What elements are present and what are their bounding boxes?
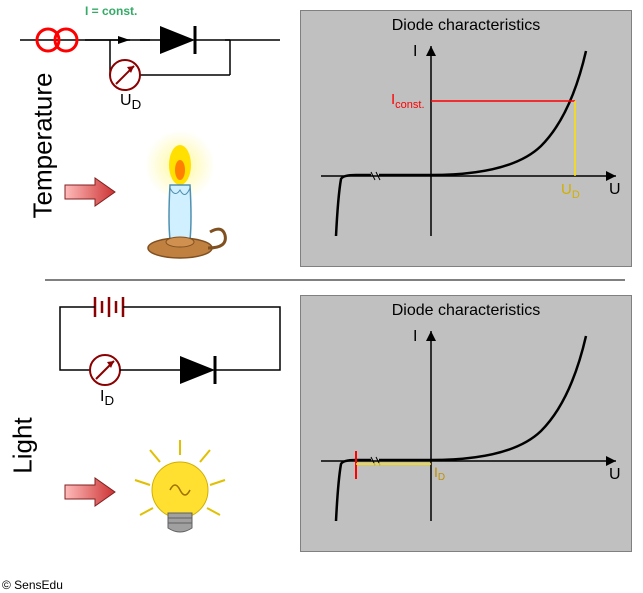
footer-copyright: © SensEdu xyxy=(2,578,63,592)
id-label-circuit: ID xyxy=(100,388,114,408)
stimulus-candle xyxy=(60,130,260,270)
divider xyxy=(45,278,625,282)
svg-text:I: I xyxy=(413,328,417,345)
stimulus-bulb xyxy=(60,430,260,570)
side-label-light: Light xyxy=(8,417,39,473)
svg-text:Iconst.: Iconst. xyxy=(391,91,425,111)
svg-text:ID: ID xyxy=(434,464,445,483)
ud-label-top: UD xyxy=(120,92,141,112)
chart-svg-bottom: U I ID xyxy=(301,296,631,551)
circuit-temperature xyxy=(0,0,300,120)
current-label-top: I = const. xyxy=(85,4,137,18)
svg-text:U: U xyxy=(609,181,621,198)
svg-text:UD: UD xyxy=(561,181,580,201)
svg-text:U: U xyxy=(609,466,621,483)
chart-temperature: Diode characteristics U I Iconst. UD xyxy=(300,10,632,267)
chart-svg-top: U I Iconst. UD xyxy=(301,11,631,266)
chart-title-top: Diode characteristics xyxy=(301,17,631,35)
chart-light: Diode characteristics U I ID xyxy=(300,295,632,552)
svg-text:I: I xyxy=(413,43,417,60)
circuit-light xyxy=(40,295,300,405)
chart-title-bottom: Diode characteristics xyxy=(301,302,631,320)
